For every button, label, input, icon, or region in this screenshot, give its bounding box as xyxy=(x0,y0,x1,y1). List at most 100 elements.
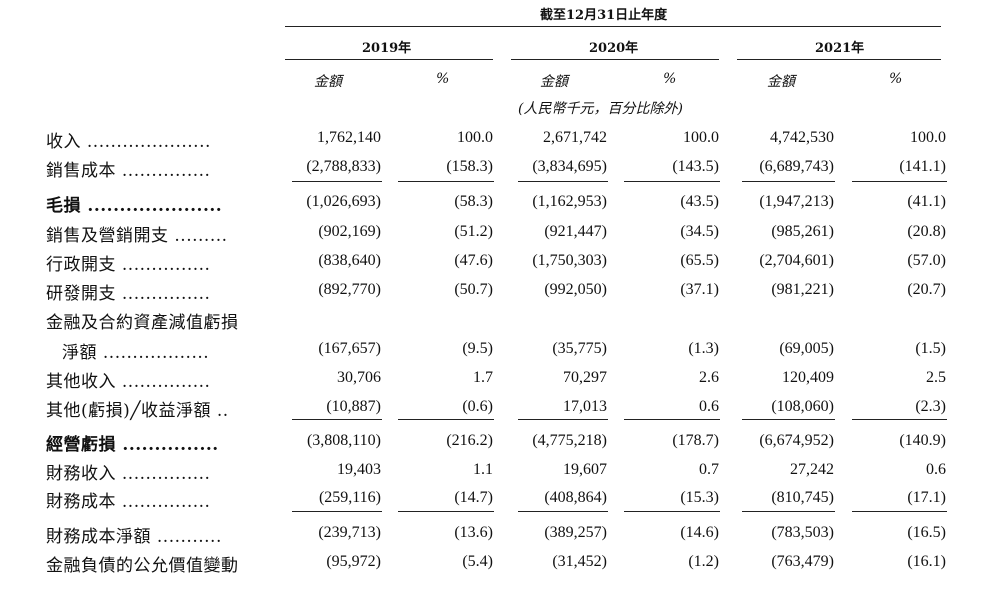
row-value: (15.3) xyxy=(680,489,719,506)
row-value: 1,762,140 xyxy=(317,129,381,146)
subtotal-rule xyxy=(624,511,720,512)
row-label: 其他(虧損)╱收益淨額 .. xyxy=(46,401,229,421)
subtotal-rule xyxy=(624,181,720,182)
row-value: (34.5) xyxy=(680,223,719,240)
year-rule-2021 xyxy=(737,59,941,60)
row-value: (892,770) xyxy=(318,281,381,298)
row-label: 毛損 ..................... xyxy=(46,196,223,216)
row-value: 2.6 xyxy=(699,369,719,386)
row-value: (47.6) xyxy=(454,252,493,269)
row-value: 30,706 xyxy=(337,369,381,386)
subtotal-rule xyxy=(852,181,947,182)
row-value: (981,221) xyxy=(771,281,834,298)
row-label: 行政開支 ............... xyxy=(46,255,211,275)
row-value: (6,674,952) xyxy=(759,432,834,449)
row-label: 金融負債的公允價值變動 xyxy=(46,556,239,576)
row-value: (1,947,213) xyxy=(759,193,834,210)
row-label: 財務成本 ............... xyxy=(46,492,211,512)
row-value: (41.1) xyxy=(907,193,946,210)
row-value: (35,775) xyxy=(552,340,607,357)
row-value: (2.3) xyxy=(915,398,946,415)
row-value: (143.5) xyxy=(672,158,719,175)
row-label: 收入 ..................... xyxy=(46,132,211,152)
subtotal-rule xyxy=(742,419,835,420)
row-value: (16.5) xyxy=(907,524,946,541)
row-value: (2,704,601) xyxy=(759,252,834,269)
year-header-2021: 2021年 xyxy=(815,41,865,56)
row-value: 70,297 xyxy=(563,369,607,386)
subtotal-rule xyxy=(292,419,382,420)
row-value: 120,409 xyxy=(782,369,834,386)
row-value: (158.3) xyxy=(446,158,493,175)
row-value: (921,447) xyxy=(544,223,607,240)
row-value: (5.4) xyxy=(462,553,493,570)
row-value: (1,026,693) xyxy=(306,193,381,210)
row-value: (31,452) xyxy=(552,553,607,570)
row-value: (141.1) xyxy=(899,158,946,175)
row-value: (902,169) xyxy=(318,223,381,240)
row-value: 100.0 xyxy=(457,129,493,146)
row-value: 100.0 xyxy=(910,129,946,146)
row-value: (2,788,833) xyxy=(306,158,381,175)
row-value: (810,745) xyxy=(771,489,834,506)
percent-label-2020: % xyxy=(663,71,677,87)
row-value: (1.2) xyxy=(688,553,719,570)
row-value: 100.0 xyxy=(683,129,719,146)
row-value: (16.1) xyxy=(907,553,946,570)
row-value: (783,503) xyxy=(771,524,834,541)
amount-label-2020: 金額 xyxy=(540,74,568,90)
row-label: 研發開支 ............... xyxy=(46,284,211,304)
row-value: 19,607 xyxy=(563,461,607,478)
row-value: (13.6) xyxy=(454,524,493,541)
subtotal-rule xyxy=(292,511,382,512)
subtotal-rule xyxy=(518,181,608,182)
row-value: (69,005) xyxy=(779,340,834,357)
row-label: 銷售成本 ............... xyxy=(46,161,211,181)
period-header: 截至12月31日止年度 xyxy=(540,8,668,23)
percent-label-2019: % xyxy=(436,71,450,87)
row-value: 0.6 xyxy=(926,461,946,478)
row-value: (20.8) xyxy=(907,223,946,240)
row-value: 2,671,742 xyxy=(543,129,607,146)
row-value: (65.5) xyxy=(680,252,719,269)
subtotal-rule xyxy=(398,181,494,182)
year-header-2020: 2020年 xyxy=(589,41,639,56)
row-value: (4,775,218) xyxy=(532,432,607,449)
subtotal-rule xyxy=(398,419,494,420)
row-value: (20.7) xyxy=(907,281,946,298)
subtotal-rule xyxy=(852,511,947,512)
subtotal-rule xyxy=(292,181,382,182)
row-value: (3,834,695) xyxy=(532,158,607,175)
subtotal-rule xyxy=(742,511,835,512)
row-label: 銷售及營銷開支 ......... xyxy=(46,226,228,246)
row-value: (51.2) xyxy=(454,223,493,240)
row-value: 17,013 xyxy=(563,398,607,415)
row-value: (108,060) xyxy=(771,398,834,415)
row-value: (408,864) xyxy=(544,489,607,506)
row-value: (1,162,953) xyxy=(532,193,607,210)
row-value: 1.7 xyxy=(473,369,493,386)
row-value: (167,657) xyxy=(318,340,381,357)
row-value: (178.7) xyxy=(672,432,719,449)
row-value: (58.3) xyxy=(454,193,493,210)
row-value: (763,479) xyxy=(771,553,834,570)
amount-label-2019: 金額 xyxy=(314,74,342,90)
row-value: (239,713) xyxy=(318,524,381,541)
percent-label-2021: % xyxy=(889,71,903,87)
row-value: 19,403 xyxy=(337,461,381,478)
subtotal-rule xyxy=(742,181,835,182)
row-value: (0.6) xyxy=(462,398,493,415)
row-value: (50.7) xyxy=(454,281,493,298)
row-value: 4,742,530 xyxy=(770,129,834,146)
row-label: 經營虧損 ............... xyxy=(46,435,219,455)
row-value: (259,116) xyxy=(318,489,381,506)
row-label: 金融及合約資產減值虧損 xyxy=(46,313,239,333)
row-value: (389,257) xyxy=(544,524,607,541)
row-value: 0.7 xyxy=(699,461,719,478)
row-value: (985,261) xyxy=(771,223,834,240)
row-value: (1.5) xyxy=(915,340,946,357)
row-value: (17.1) xyxy=(907,489,946,506)
row-value: (43.5) xyxy=(680,193,719,210)
row-value: 1.1 xyxy=(473,461,493,478)
subtotal-rule xyxy=(624,419,720,420)
